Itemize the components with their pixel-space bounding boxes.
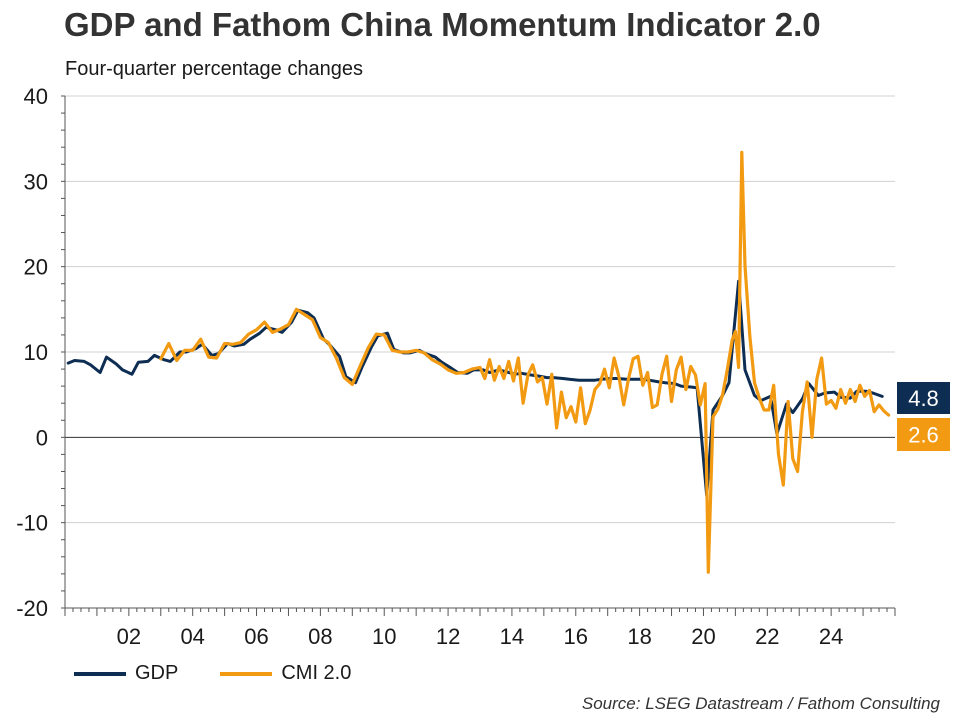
legend: GDP CMI 2.0 — [74, 662, 393, 685]
y-tick-label: -20 — [16, 596, 48, 621]
source-note: Source: LSEG Datastream / Fathom Consult… — [581, 694, 940, 713]
x-tick-label: 14 — [500, 624, 524, 649]
chart-title: GDP and Fathom China Momentum Indicator … — [64, 6, 821, 43]
legend-item-cmi: CMI 2.0 — [220, 662, 351, 685]
x-tick-label: 02 — [117, 624, 141, 649]
series-line-cmi — [159, 150, 891, 574]
legend-swatch-gdp — [74, 671, 126, 676]
chart-subtitle: Four-quarter percentage changes — [65, 58, 363, 80]
x-tick-label: 24 — [819, 624, 843, 649]
end-labels: 4.82.6 — [897, 382, 950, 451]
legend-label-gdp: GDP — [135, 662, 179, 684]
legend-swatch-cmi — [220, 671, 273, 676]
end-label-gdp: 4.8 — [908, 386, 939, 411]
legend-item-gdp: GDP — [74, 662, 178, 685]
axes: -20 -10 0 10 20 30 40 02 04 06 08 10 12 14 16 18 20 22 24 — [16, 84, 896, 649]
legend-label-cmi: CMI 2.0 — [281, 662, 352, 684]
x-tick-label: 08 — [308, 624, 332, 649]
y-tick-label: 10 — [24, 340, 48, 365]
x-tick-label: 20 — [691, 624, 715, 649]
x-tick-label: 04 — [180, 624, 204, 649]
y-tick-label: 30 — [24, 169, 48, 194]
y-tick-label: 20 — [24, 255, 48, 280]
y-tick-label: -10 — [16, 511, 48, 536]
x-tick-label: 06 — [244, 624, 268, 649]
y-tick-label: 0 — [36, 425, 48, 450]
grid-lines — [65, 95, 895, 524]
y-tick-label: 40 — [24, 84, 48, 109]
series-layer — [66, 150, 891, 574]
end-label-box-gdp — [897, 382, 950, 414]
x-tick-label: 10 — [372, 624, 396, 649]
x-tick-label: 18 — [627, 624, 651, 649]
x-tick-label: 22 — [755, 624, 779, 649]
end-label-cmi: 2.6 — [908, 423, 939, 448]
series-line-gdp — [66, 279, 884, 497]
x-tick-label: 16 — [564, 624, 588, 649]
end-label-box-cmi — [897, 418, 950, 451]
x-tick-label: 12 — [436, 624, 460, 649]
